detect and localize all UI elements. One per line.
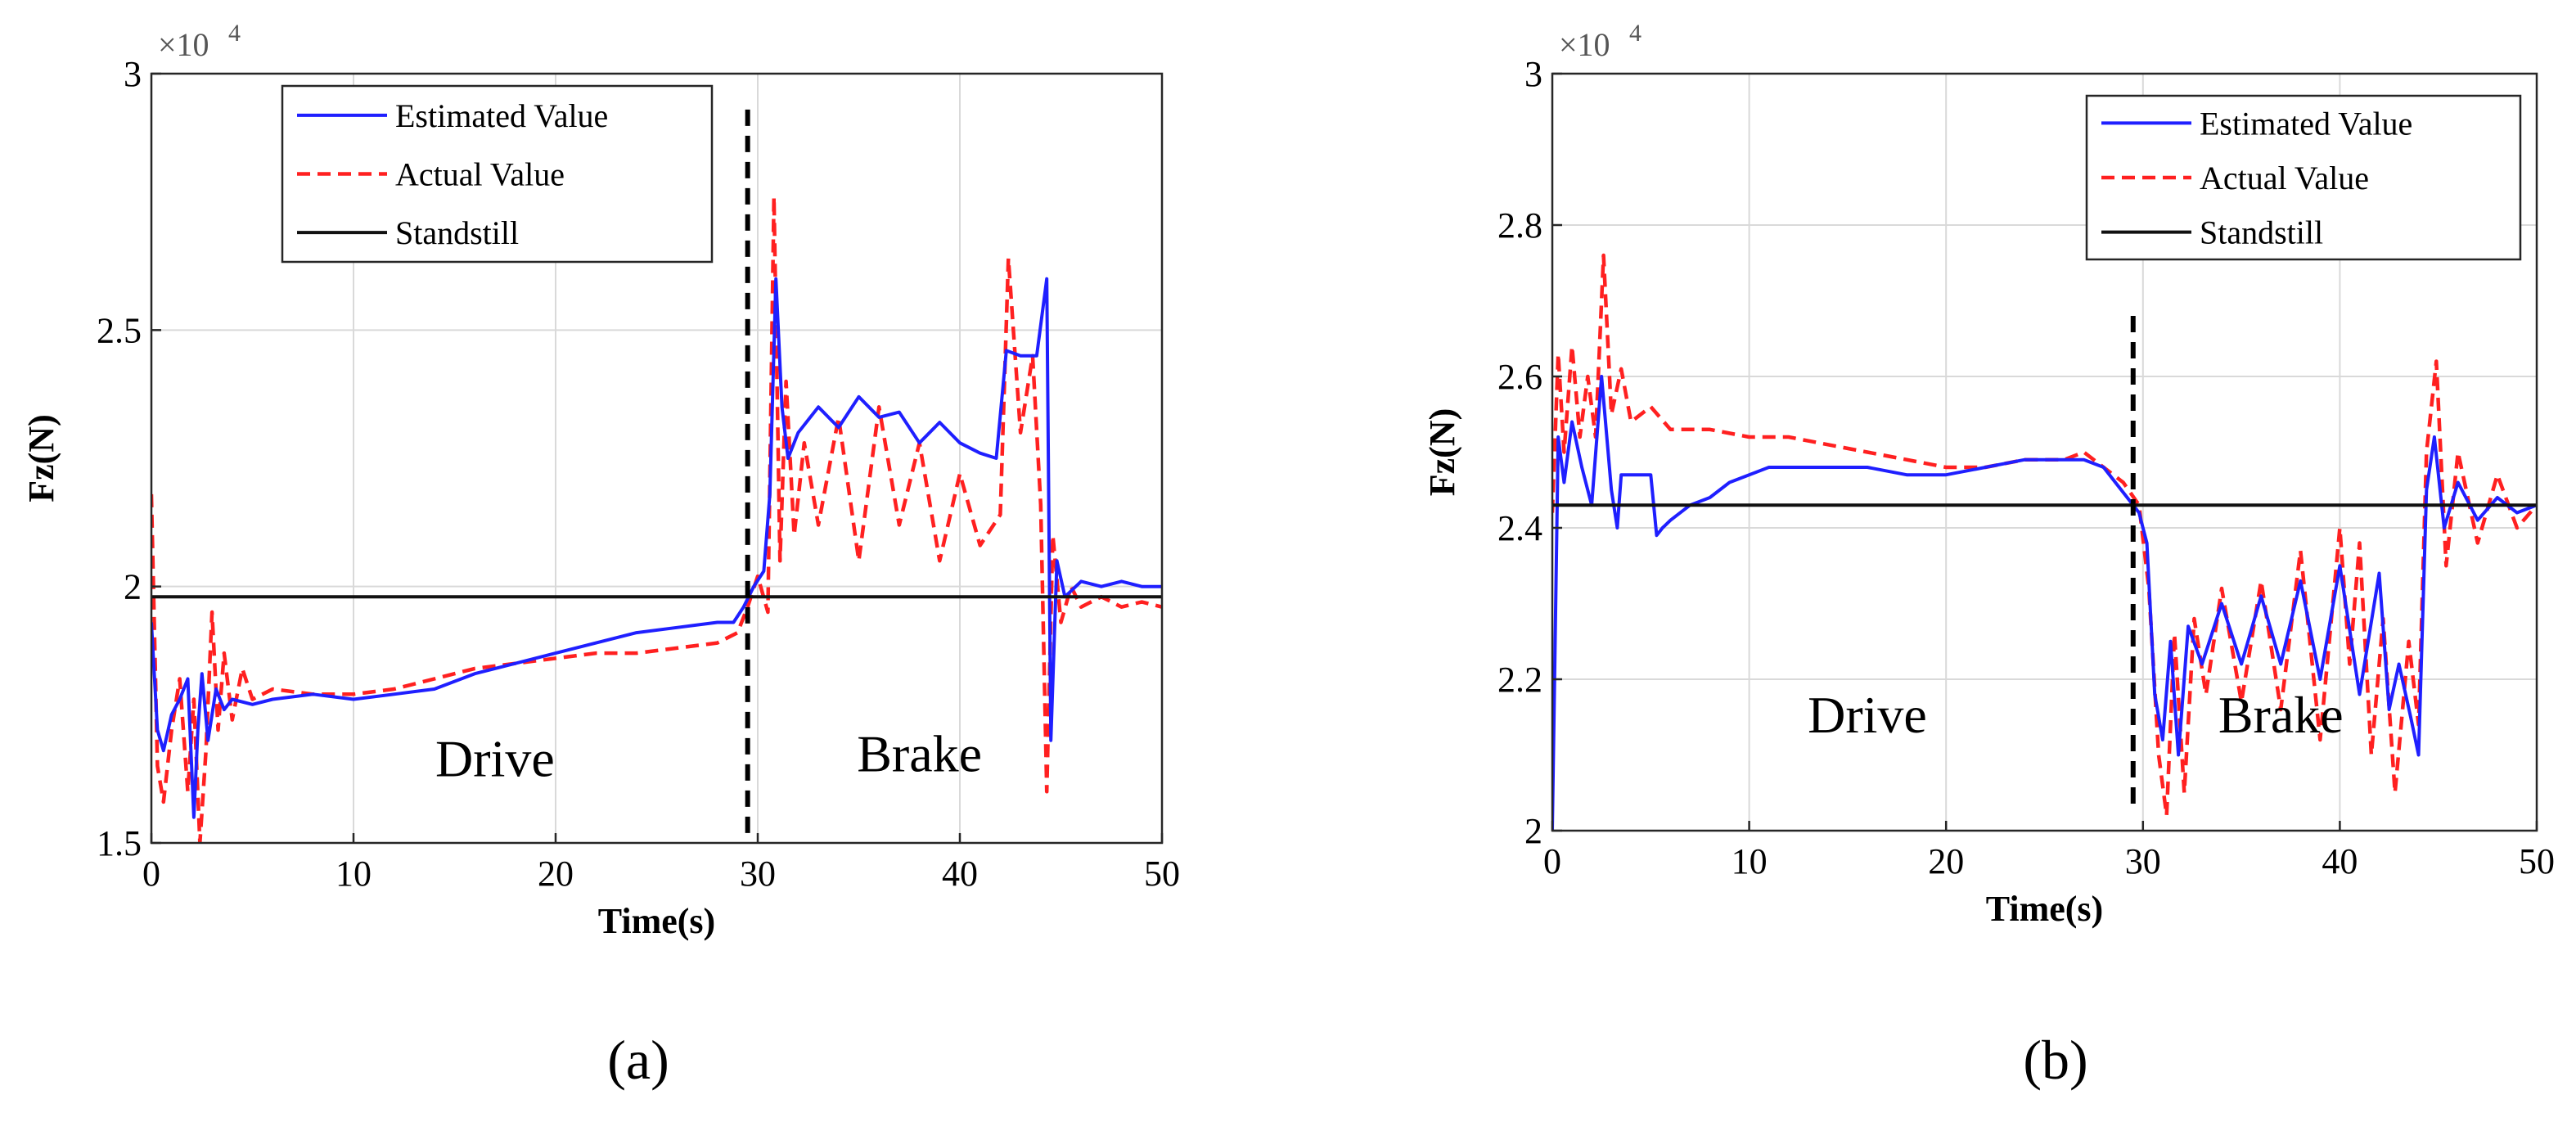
y-exponent-power: 4	[1629, 20, 1642, 47]
y-axis-label: Fz(N)	[21, 414, 61, 502]
subfigure-caption: (b)	[2023, 1029, 2087, 1091]
x-tick-label: 50	[1144, 854, 1180, 894]
x-tick-label: 50	[2519, 841, 2555, 881]
x-tick-label: 0	[1543, 841, 1561, 881]
x-tick-label: 40	[2322, 841, 2358, 881]
y-tick-label: 3	[1524, 54, 1542, 94]
x-tick-label: 20	[538, 854, 574, 894]
legend: Estimated Value Actual Value Standstill	[281, 84, 714, 264]
annotation-drive: Drive	[1808, 686, 1927, 744]
x-tick-label: 40	[942, 854, 978, 894]
axes-box	[1551, 72, 2538, 832]
y-tick-label: 2	[1524, 811, 1542, 851]
y-exponent-base: ×10	[158, 26, 209, 63]
x-axis-label: Time(s)	[1986, 889, 2103, 929]
x-tick-label: 10	[1732, 841, 1768, 881]
estimated-value-line	[1552, 375, 2537, 831]
legend-label: Estimated Value	[395, 97, 608, 134]
y-tick-label: 3	[124, 54, 142, 94]
legend-label: Actual Value	[2200, 160, 2369, 196]
chart-b: 0 10 20 30 40 50 2 2.2 2.4 2.6 2.8 3 ×10 4 Time(s) Fz(N…	[1422, 20, 2555, 1091]
annotation-brake: Brake	[2218, 686, 2344, 744]
y-tick-label: 2.4	[1497, 508, 1542, 548]
estimated-value-line	[151, 277, 1162, 819]
legend: Estimated Value Actual Value Standstill	[2085, 94, 2522, 261]
legend-label: Estimated Value	[2200, 105, 2412, 142]
legend-label: Actual Value	[395, 156, 565, 193]
x-tick-label: 10	[336, 854, 372, 894]
y-exponent-base: ×10	[1559, 26, 1610, 63]
y-tick-label: 2	[124, 567, 142, 607]
legend-label: Standstill	[2200, 214, 2323, 251]
annotation-brake: Brake	[857, 724, 982, 782]
x-tick-label: 0	[142, 854, 160, 894]
subfigure-caption: (a)	[607, 1029, 669, 1091]
x-axis-label: Time(s)	[598, 901, 715, 941]
y-axis-label: Fz(N)	[1422, 408, 1462, 497]
x-tick-label: 30	[2125, 841, 2161, 881]
y-tick-label: 2.6	[1497, 357, 1542, 397]
annotation-drive: Drive	[435, 730, 555, 788]
axes-box	[150, 72, 1164, 845]
y-tick-label: 1.5	[97, 823, 142, 863]
y-tick-label: 2.5	[97, 310, 142, 350]
y-tick-label: 2.8	[1497, 205, 1542, 246]
y-exponent-power: 4	[228, 20, 241, 47]
legend-label: Standstill	[395, 214, 519, 251]
x-tick-label: 20	[1928, 841, 1964, 881]
y-tick-label: 2.2	[1497, 660, 1542, 700]
chart-a: 0 10 20 30 40 50 1.5 2 2.5 3 ×10 4 Time(s) Fz(N) Drive…	[21, 20, 1180, 1091]
x-tick-label: 30	[740, 854, 776, 894]
actual-value-line	[1552, 253, 2537, 818]
